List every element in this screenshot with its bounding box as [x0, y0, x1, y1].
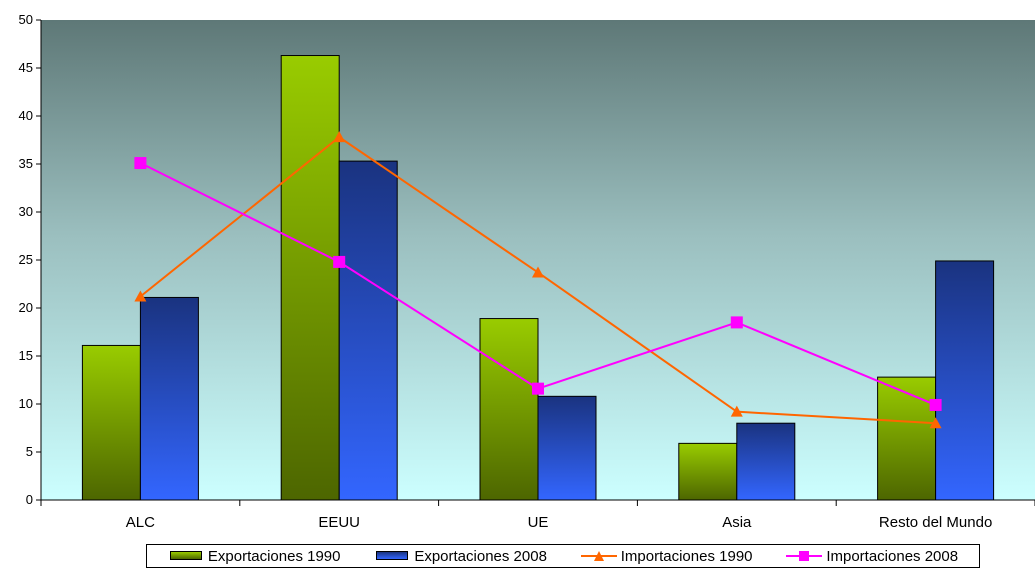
legend-swatch-green-bar — [168, 549, 204, 563]
y-tick-label-35: 35 — [19, 156, 33, 171]
legend-label: Importaciones 2008 — [826, 547, 959, 565]
y-tick-label-50: 50 — [19, 12, 33, 27]
legend: Exportaciones 1990 Exportaciones 2008 Im… — [146, 544, 980, 568]
y-tick-label-30: 30 — [19, 204, 33, 219]
lines-layer — [134, 131, 942, 429]
y-tick-label-45: 45 — [19, 60, 33, 75]
point-importaciones-1990-4 — [929, 417, 942, 429]
y-tick-label-0: 0 — [26, 492, 33, 507]
legend-label: Importaciones 1990 — [620, 547, 753, 565]
bars-layer — [81, 55, 995, 501]
point-importaciones-1990-1 — [333, 131, 346, 143]
y-tick-label-10: 10 — [19, 396, 33, 411]
legend-item-exportaciones-1990: Exportaciones 1990 — [168, 548, 341, 565]
x-tick-label-1: EEUU — [318, 514, 360, 531]
legend-swatch-triangle-line — [580, 549, 617, 563]
bar-exportaciones-2008-0 — [139, 296, 199, 501]
legend-swatch-blue-bar — [374, 549, 410, 563]
legend-label: Exportaciones 1990 — [207, 547, 341, 565]
point-importaciones-2008-1 — [333, 255, 346, 268]
x-tick-label-3: Asia — [722, 514, 752, 531]
bar-exportaciones-2008-1 — [338, 160, 398, 501]
axes-layer: 0 5 10 15 20 25 30 35 40 45 50 ALC EEUU UE Asia Resto d… — [19, 12, 1035, 531]
legend-item-importaciones-1990: Importaciones 1990 — [580, 547, 753, 565]
point-importaciones-1990-2 — [532, 266, 544, 278]
point-importaciones-1990-0 — [134, 290, 147, 302]
bar-exportaciones-2008-3 — [736, 422, 796, 501]
x-tick-label-4: Resto del Mundo — [879, 514, 992, 531]
chart: 0 5 10 15 20 25 30 35 40 45 50 ALC EEUU UE Asia Resto d… — [19, 12, 1035, 531]
y-tick-label-20: 20 — [19, 300, 33, 315]
bar-exportaciones-1990-4 — [877, 376, 937, 501]
legend-item-importaciones-2008: Importaciones 2008 — [786, 548, 958, 565]
bar-exportaciones-1990-2 — [479, 318, 539, 501]
point-importaciones-2008-4 — [929, 398, 942, 411]
point-importaciones-2008-0 — [134, 157, 147, 170]
y-tick-label-5: 5 — [26, 444, 33, 459]
legend-label: Exportaciones 2008 — [414, 547, 547, 565]
y-tick-label-25: 25 — [19, 252, 33, 267]
x-tick-label-0: ALC — [126, 514, 155, 531]
x-tick-label-2: UE — [528, 514, 549, 531]
bar-exportaciones-1990-1 — [280, 55, 340, 501]
bar-exportaciones-1990-3 — [678, 442, 738, 501]
y-tick-label-15: 15 — [19, 348, 33, 363]
point-importaciones-2008-3 — [730, 316, 743, 329]
point-importaciones-1990-3 — [730, 405, 743, 417]
point-importaciones-2008-2 — [532, 382, 544, 395]
y-tick-label-40: 40 — [19, 108, 33, 123]
bar-exportaciones-1990-0 — [81, 344, 141, 501]
bar-exportaciones-2008-4 — [935, 260, 995, 501]
legend-item-exportaciones-2008: Exportaciones 2008 — [374, 548, 547, 565]
bar-exportaciones-2008-2 — [537, 395, 597, 501]
legend-swatch-square-line — [786, 549, 823, 563]
